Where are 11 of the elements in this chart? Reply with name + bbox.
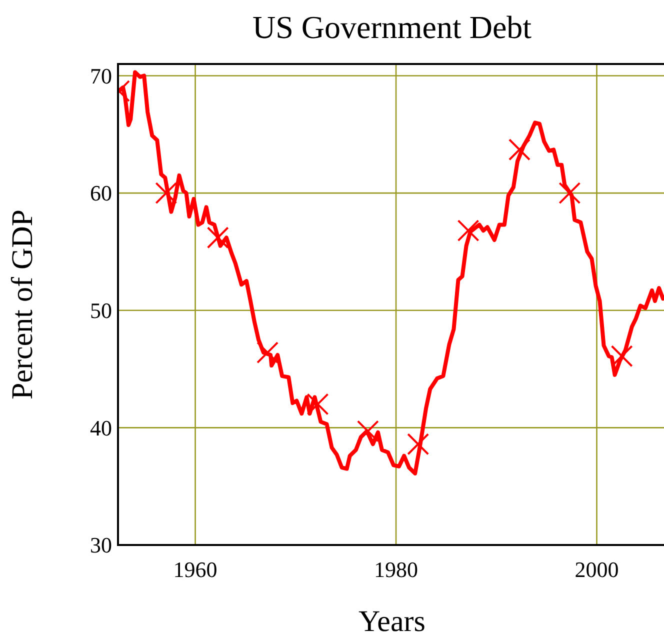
y-tick-label: 70 xyxy=(90,63,112,88)
y-axis-title: Percent of GDP xyxy=(6,210,39,400)
y-tick-label: 40 xyxy=(90,415,112,440)
x-tick-label: 1960 xyxy=(173,557,218,582)
y-tick-label: 50 xyxy=(90,298,112,324)
y-tick-label: 30 xyxy=(90,532,112,558)
y-tick-label: 60 xyxy=(90,180,112,206)
x-axis-title: Years xyxy=(358,605,426,637)
chart-title: US Government Debt xyxy=(252,9,532,45)
x-tick-label: 1980 xyxy=(374,557,418,582)
x-tick-label: 2000 xyxy=(574,557,619,582)
